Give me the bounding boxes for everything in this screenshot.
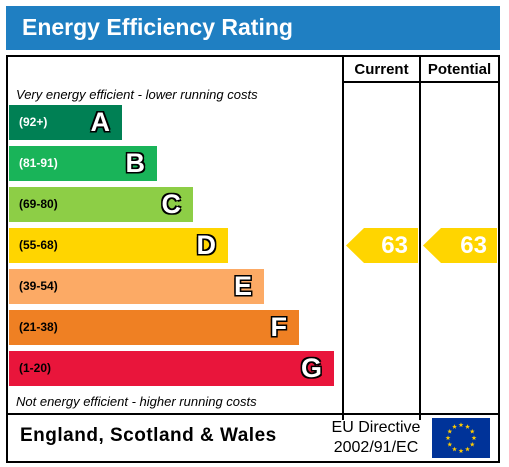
eu-flag-icon [432, 418, 490, 458]
band-range: (21-38) [19, 320, 58, 334]
eu-star-icon [465, 424, 470, 429]
band-letter: A [90, 107, 111, 137]
band-d: (55-68) D [9, 228, 228, 263]
eu-star-icon [471, 435, 477, 441]
band-range: (81-91) [19, 156, 58, 170]
directive-line-1: EU Directive [331, 419, 421, 436]
band-range: (92+) [19, 115, 48, 129]
directive-line-2: 2002/91/EC [333, 439, 419, 456]
note-inefficient: Not energy efficient - higher running co… [16, 394, 257, 409]
eu-star-icon [452, 446, 457, 452]
band-letter: D [196, 230, 217, 260]
band-f: (21-38) F [9, 310, 299, 345]
title-bar: Energy Efficiency Rating [6, 6, 500, 50]
column-divider-current [342, 55, 344, 420]
eu-star-icon [447, 441, 453, 447]
band-e: (39-54) E [9, 269, 264, 304]
band-b: (81-91) B [9, 146, 157, 181]
band-letter: G [300, 353, 322, 383]
band-letter: E [233, 271, 252, 301]
note-efficient: Very energy efficient - lower running co… [16, 87, 258, 102]
potential-rating-arrow-value: 63 [460, 232, 487, 259]
band-letter: B [125, 148, 146, 178]
eu-star-icon [445, 435, 451, 441]
band-a: (92+) A [9, 105, 122, 140]
header-divider [342, 81, 500, 83]
band-letter: C [161, 189, 182, 219]
footer-country: England, Scotland & Wales [20, 425, 277, 446]
eu-star-icon [452, 424, 457, 429]
current-rating-arrow-value: 63 [381, 232, 408, 259]
footer-directive: EU Directive 2002/91/EC [322, 418, 430, 458]
chart-title: Energy Efficiency Rating [22, 14, 293, 40]
eu-star-icon [458, 448, 464, 454]
eu-star-icon [458, 422, 464, 428]
column-header-potential: Potential [427, 61, 492, 78]
band-range: (69-80) [19, 197, 58, 211]
band-range: (55-68) [19, 238, 58, 252]
band-range: (39-54) [19, 279, 58, 293]
column-header-current: Current [354, 61, 409, 78]
eu-star-icon [469, 441, 475, 447]
footer-divider [6, 413, 500, 415]
eu-star-icon [469, 428, 475, 434]
eu-star-icon [447, 428, 453, 434]
rating-frame [6, 55, 500, 463]
column-divider-potential [419, 55, 421, 420]
band-range: (1-20) [19, 361, 52, 375]
potential-rating-arrow: 63 [423, 228, 497, 263]
band-c: (69-80) C [9, 187, 193, 222]
band-letter: F [270, 312, 288, 342]
band-g: (1-20) G [9, 351, 334, 386]
eu-star-icon [465, 446, 470, 452]
